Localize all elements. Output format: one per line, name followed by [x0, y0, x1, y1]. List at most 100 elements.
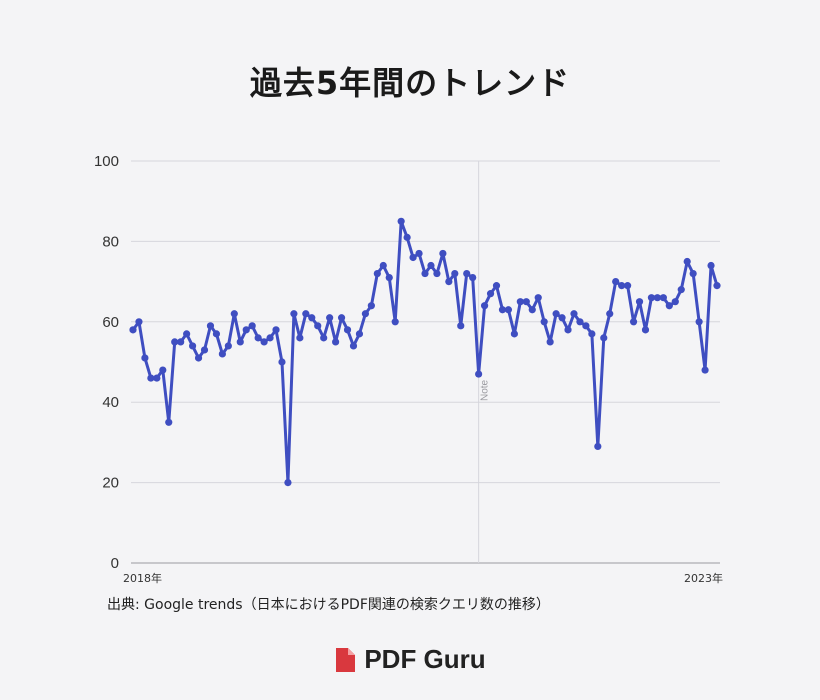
data-point [141, 354, 149, 362]
y-tick-label: 0 [111, 555, 119, 572]
x-tick-label: 2018年 [123, 571, 162, 585]
data-point [564, 326, 572, 334]
y-tick-label: 40 [102, 394, 119, 411]
x-tick-label: 2023年 [684, 571, 723, 585]
data-point [290, 310, 298, 318]
data-point [624, 282, 632, 290]
data-point [385, 273, 393, 282]
data-point [612, 278, 620, 286]
data-point [224, 342, 232, 350]
data-point [177, 338, 185, 346]
data-point [653, 294, 662, 302]
data-point [236, 338, 244, 346]
data-point [320, 334, 328, 342]
data-point [153, 374, 161, 382]
chart-title: 過去5年間のトレンド [249, 64, 571, 102]
data-point [403, 233, 411, 241]
data-point [183, 330, 191, 338]
data-point [230, 310, 238, 318]
data-point [713, 282, 721, 290]
data-point [349, 342, 358, 350]
y-tick-label: 60 [102, 314, 119, 331]
data-point [332, 338, 340, 346]
data-point [677, 286, 685, 294]
data-point [206, 322, 215, 330]
data-point [194, 354, 203, 362]
data-point [552, 310, 560, 318]
data-point [212, 330, 221, 338]
data-point [576, 318, 584, 326]
data-point [409, 253, 417, 262]
data-point [302, 310, 310, 318]
y-tick-label: 100 [94, 153, 119, 170]
data-point [641, 326, 650, 334]
data-point [421, 269, 429, 278]
data-point [391, 318, 399, 326]
data-point [188, 342, 197, 350]
data-point [451, 269, 459, 278]
data-point [415, 249, 423, 258]
data-point [695, 318, 703, 326]
data-point [463, 269, 471, 278]
annotation-label: Note [480, 379, 491, 401]
data-point [218, 350, 226, 358]
pdf-file-icon [336, 647, 356, 672]
data-point [546, 338, 554, 346]
data-point [510, 330, 518, 338]
data-point [629, 318, 638, 326]
data-point [135, 318, 143, 326]
data-point [343, 326, 352, 334]
data-point [397, 217, 405, 225]
data-point [486, 290, 495, 298]
data-point [457, 322, 465, 330]
data-point [361, 310, 370, 318]
data-point [433, 269, 441, 278]
data-point [129, 326, 137, 334]
data-point [475, 370, 483, 378]
brand-name: PDF Guru [364, 644, 486, 674]
grid-lines [131, 160, 720, 564]
data-point [308, 314, 316, 322]
data-point [600, 334, 608, 342]
data-point [492, 282, 501, 290]
data-point [528, 306, 536, 314]
data-point [314, 322, 322, 330]
source-caption: 出典: Google trends（日本におけるPDF関連の検索クエリ数の推移） [107, 597, 550, 613]
data-point [427, 261, 435, 270]
data-point [373, 269, 381, 278]
data-point [272, 326, 280, 334]
data-point [534, 294, 542, 302]
data-point [248, 322, 256, 330]
brand-logo: PDF Guru [0, 644, 820, 675]
data-point [284, 479, 292, 487]
y-tick-label: 20 [102, 475, 119, 492]
data-point [606, 310, 614, 318]
data-point [665, 302, 673, 310]
data-point [558, 314, 566, 322]
data-point [516, 298, 524, 306]
data-point [671, 298, 679, 306]
data-point [618, 282, 626, 290]
data-point [165, 418, 173, 426]
data-point [445, 278, 453, 286]
y-tick-label: 80 [102, 233, 119, 250]
y-axis-ticks: 0 20 40 60 80 100 [94, 153, 119, 572]
data-point [260, 338, 268, 346]
data-point [540, 318, 548, 326]
x-axis-ticks: 2018年 2023年 [123, 571, 723, 585]
data-point [647, 294, 656, 302]
data-point [707, 261, 715, 270]
data-point [659, 294, 667, 302]
data-point [683, 257, 691, 266]
data-point [367, 302, 375, 310]
data-point [439, 249, 447, 258]
data-point [504, 306, 513, 314]
data-point [337, 314, 346, 322]
series [129, 217, 721, 487]
data-point [296, 334, 304, 342]
data-point [254, 334, 262, 342]
data-point [570, 310, 578, 318]
data-point [200, 346, 209, 354]
data-point [522, 298, 530, 306]
